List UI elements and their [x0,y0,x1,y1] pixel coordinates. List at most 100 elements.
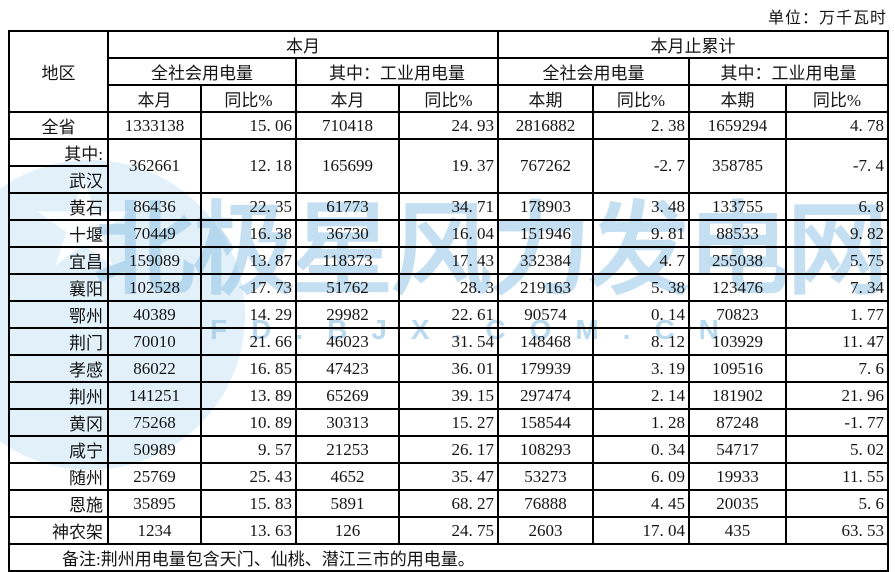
table-row: 黄石 86436 22. 35 61773 34. 71 178903 3. 48 13375… [8,192,889,221]
yoy-cell: 5. 6 [785,489,889,518]
yoy-cell: 34. 71 [398,192,499,221]
region-cell: 黄石 [8,192,109,221]
value-cell: 1234 [107,516,202,545]
region-cell: 荆州 [8,381,109,410]
value-cell: 88533 [688,219,787,248]
table-header: 地区 本月 本月止累计 全社会用电量 其中：工业用电量 全社会用电量 其中：工业… [8,30,889,113]
yoy-cell: 3. 19 [592,354,690,383]
yoy-cell: 26. 17 [398,435,499,464]
value-cell: 51762 [295,273,400,302]
table-body: 全省 1333138 15. 06 710418 24. 93 2816882 2. 38 1… [8,111,889,545]
value-cell: 332384 [497,246,594,275]
region-cell: 宜昌 [8,246,109,275]
value-cell: 36730 [295,219,400,248]
value-cell: 75268 [107,408,202,437]
yoy-cell: 11. 47 [785,327,889,356]
value-cell: 61773 [295,192,400,221]
value-cell: 70010 [107,327,202,356]
yoy-cell: -1. 77 [785,408,889,437]
note-row: 备注:荆州用电量包含天门、仙桃、潜江三市的用电量。 [8,543,889,572]
header-row-groups: 地区 本月 本月止累计 [8,30,889,113]
region-cell: 神农架 [8,516,109,545]
yoy-cell: 9. 81 [592,219,690,248]
table-row: 鄂州 40389 14. 29 29982 22. 61 90574 0. 14 70823 1… [8,300,889,329]
header-region: 地区 [8,30,109,113]
table-row: 荆门 70010 21. 66 46023 31. 54 148468 8. 12 10392… [8,327,889,356]
yoy-cell: 31. 54 [398,327,499,356]
value-cell: 159089 [107,246,202,275]
value-cell: 2816882 [497,111,594,140]
region-cell: 咸宁 [8,435,109,464]
region-cell: 十堰 [8,219,109,248]
table-footer: 备注:荆州用电量包含天门、仙桃、潜江三市的用电量。 [8,543,889,572]
yoy-cell: 22. 35 [200,192,297,221]
value-cell: 2603 [497,516,594,545]
header-col-period: 本期 [497,84,594,113]
unit-label: 单位：万千瓦时 [767,10,887,27]
header-total-consumption: 全社会用电量 [107,57,297,86]
yoy-cell: 35. 47 [398,462,499,491]
value-cell: 123476 [688,273,787,302]
value-cell: 151946 [497,219,594,248]
table-row: 襄阳 102528 17. 73 51762 28. 3 219163 5. 38 12347… [8,273,889,302]
yoy-cell: 4. 7 [592,246,690,275]
header-group-cumulative: 本月止累计 [497,30,889,59]
value-cell: 126 [295,516,400,545]
value-cell: 158544 [497,408,594,437]
value-cell: 5891 [295,489,400,518]
yoy-cell: 6. 8 [785,192,889,221]
table-row: 神农架 1234 13. 63 126 24. 75 2603 17. 04 435 63. 5… [8,516,889,545]
yoy-cell: 2. 38 [592,111,690,140]
yoy-cell: 19. 37 [398,138,499,194]
header-col-month: 本月 [107,84,202,113]
yoy-cell: 1. 28 [592,408,690,437]
value-cell: 47423 [295,354,400,383]
value-cell: 25769 [107,462,202,491]
region-cell: 荆门 [8,327,109,356]
yoy-cell: 17. 73 [200,273,297,302]
yoy-cell: 7. 6 [785,354,889,383]
value-cell: 1333138 [107,111,202,140]
yoy-cell: 21. 96 [785,381,889,410]
region-cell: 武汉 [8,165,109,194]
yoy-cell: 5. 02 [785,435,889,464]
yoy-cell: 15. 27 [398,408,499,437]
yoy-cell: 63. 53 [785,516,889,545]
yoy-cell: 15. 83 [200,489,297,518]
yoy-cell: 4. 78 [785,111,889,140]
header-total-consumption: 全社会用电量 [497,57,690,86]
yoy-cell: 5. 75 [785,246,889,275]
yoy-cell: 1. 77 [785,300,889,329]
value-cell: 767262 [497,138,594,194]
header-col-period: 本期 [688,84,787,113]
value-cell: 65269 [295,381,400,410]
value-cell: 108293 [497,435,594,464]
value-cell: 362661 [107,138,202,194]
value-cell: 179939 [497,354,594,383]
header-industrial-consumption: 其中：工业用电量 [688,57,889,86]
yoy-cell: 17. 04 [592,516,690,545]
yoy-cell: 24. 75 [398,516,499,545]
header-row-columns: 本月 同比% 本月 同比% 本期 同比% 本期 同比% [9,84,889,113]
value-cell: 133755 [688,192,787,221]
value-cell: 86436 [107,192,202,221]
value-cell: 181902 [688,381,787,410]
header-col-yoy: 同比% [592,84,690,113]
table-row: 恩施 35895 15. 83 5891 68. 27 76888 4. 45 20035 5.… [8,489,889,518]
yoy-cell: 24. 93 [398,111,499,140]
yoy-cell: 39. 15 [398,381,499,410]
value-cell: 165699 [295,138,400,194]
table-row: 荆州 141251 13. 89 65269 39. 15 297474 2. 14 1819… [8,381,889,410]
value-cell: 435 [688,516,787,545]
yoy-cell: 13. 63 [200,516,297,545]
header-col-yoy: 同比% [785,84,889,113]
value-cell: 219163 [497,273,594,302]
yoy-cell: 2. 14 [592,381,690,410]
yoy-cell: 16. 38 [200,219,297,248]
yoy-cell: 68. 27 [398,489,499,518]
region-cell: 孝感 [8,354,109,383]
yoy-cell: 17. 43 [398,246,499,275]
yoy-cell: 7. 34 [785,273,889,302]
region-cell: 恩施 [8,489,109,518]
yoy-cell: 25. 43 [200,462,297,491]
